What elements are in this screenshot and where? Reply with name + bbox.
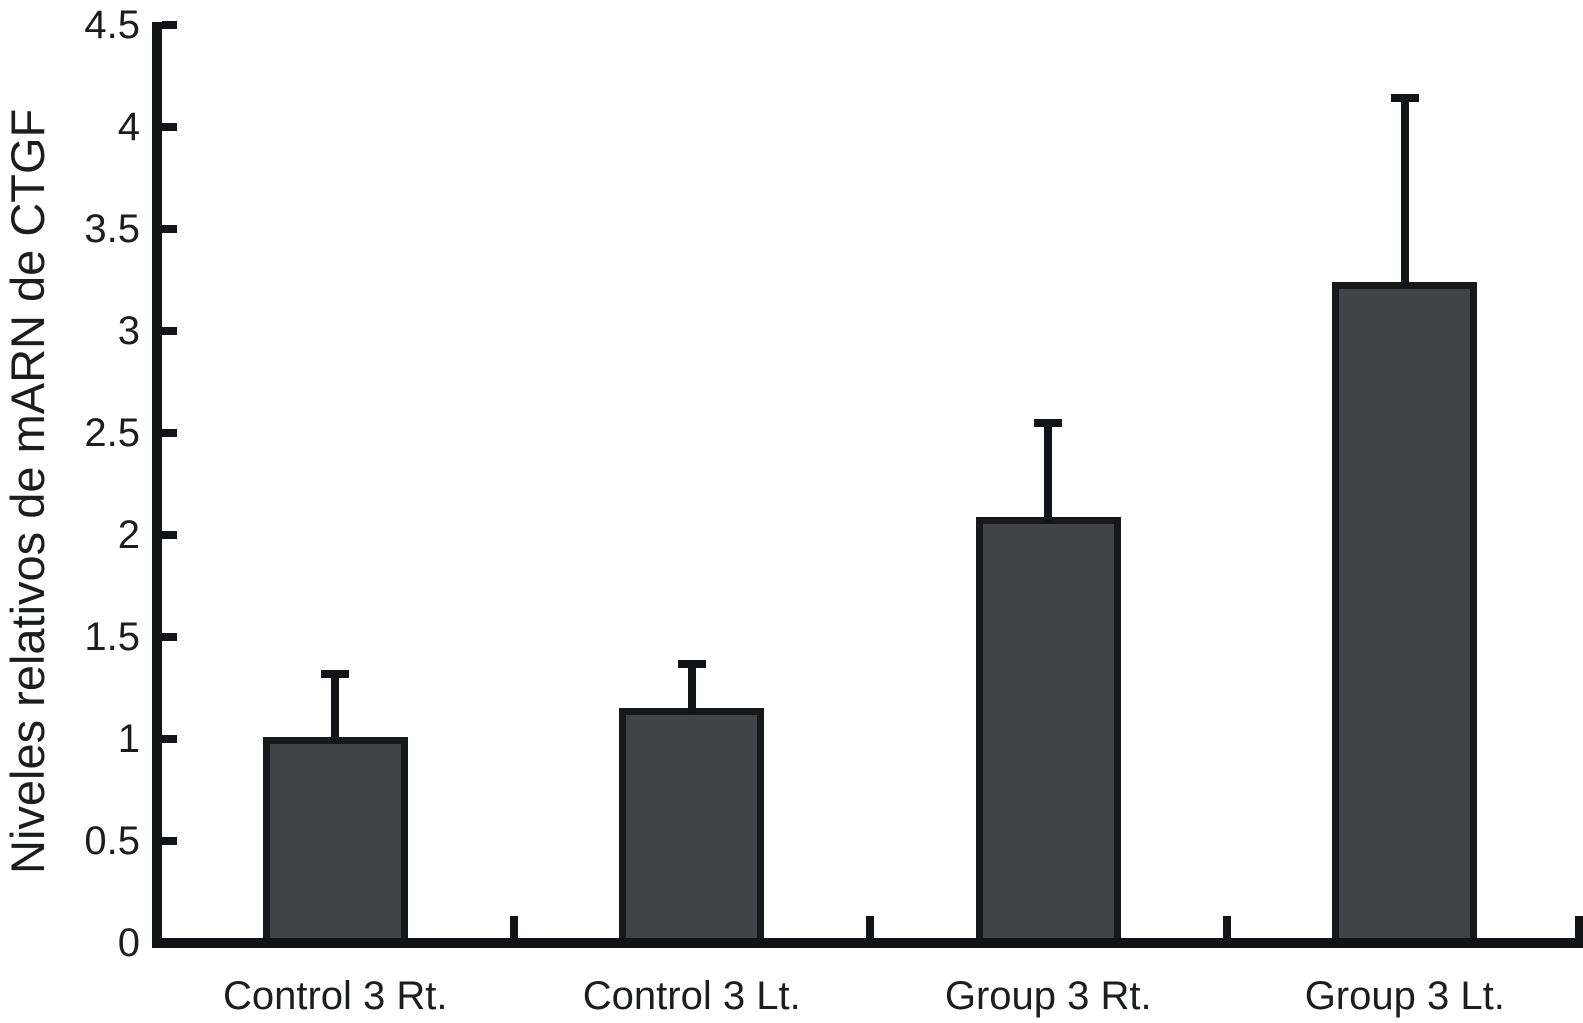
x-axis-tick: [866, 916, 874, 938]
y-tick-label: 0.5: [84, 819, 140, 863]
error-bar-cap: [1390, 94, 1419, 103]
y-tick-label: 0: [117, 921, 140, 965]
y-axis-tick: [162, 633, 177, 641]
y-axis-tick: [162, 21, 177, 29]
y-axis-tick: [162, 735, 177, 743]
x-category-label: Group 3 Rt.: [944, 974, 1152, 1018]
error-bar-cap: [1034, 418, 1063, 427]
x-axis-tick: [1575, 916, 1583, 938]
bar: [1332, 282, 1478, 948]
y-axis-tick: [162, 531, 177, 539]
error-bar-line: [1400, 98, 1409, 289]
y-axis-tick: [162, 225, 177, 233]
error-bar-line: [331, 673, 340, 743]
error-bar-line: [1044, 422, 1053, 523]
bar: [262, 736, 408, 948]
y-tick-label: 2.5: [84, 411, 140, 455]
y-axis-tick: [162, 327, 177, 335]
bar: [619, 708, 765, 948]
x-axis-tick: [1222, 916, 1231, 938]
error-bar-cap: [677, 659, 706, 668]
error-bar-cap: [321, 669, 350, 678]
y-tick-label: 2: [117, 513, 140, 557]
x-category-label: Control 3 Rt.: [222, 974, 448, 1018]
y-tick-label: 4.5: [84, 3, 140, 47]
y-axis-tick: [162, 837, 177, 845]
x-axis-tick: [509, 916, 518, 938]
y-tick-label: 1: [117, 717, 140, 761]
y-tick-label: 1.5: [84, 615, 140, 659]
y-tick-label: 4: [117, 105, 140, 149]
y-axis-tick: [162, 429, 177, 437]
y-tick-label: 3.5: [84, 207, 140, 251]
error-bar-line: [687, 663, 696, 715]
y-tick-label: 3: [117, 309, 140, 353]
x-category-label: Control 3 Lt.: [582, 974, 801, 1018]
bar: [975, 516, 1121, 948]
y-axis-tick: [162, 123, 177, 131]
x-axis-line: [152, 938, 1583, 948]
y-axis-line: [152, 22, 162, 948]
x-category-label: Group 3 Lt.: [1304, 974, 1505, 1018]
